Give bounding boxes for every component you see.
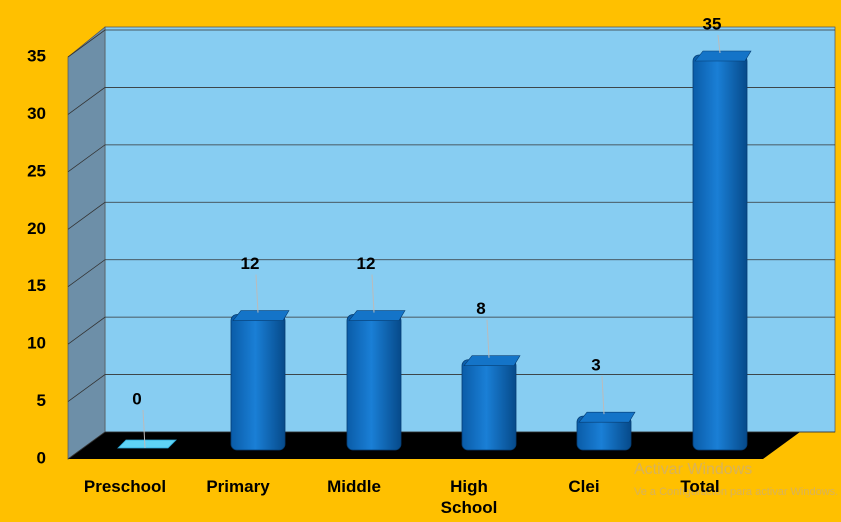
y-tick-label: 5 — [37, 391, 46, 410]
bar — [117, 439, 177, 449]
bar-top — [463, 355, 521, 367]
grid-line — [67, 144, 835, 173]
data-label: 35 — [703, 14, 722, 33]
floor — [68, 432, 800, 459]
leader-line — [486, 319, 490, 358]
y-tick-label: 25 — [27, 161, 46, 180]
bar — [230, 314, 286, 451]
data-label: 12 — [241, 254, 260, 273]
bar — [346, 314, 402, 451]
grid-line — [67, 87, 835, 115]
y-tick-label: 20 — [27, 219, 46, 238]
x-tick-label: Clei — [568, 477, 600, 496]
data-label: 3 — [591, 356, 600, 375]
bar-top — [694, 50, 752, 62]
leader-line — [717, 34, 721, 54]
watermark-title: Activar Windows — [634, 461, 752, 478]
leader-line — [371, 274, 375, 313]
y-tick-label: 10 — [27, 334, 46, 353]
grid-line — [67, 259, 835, 288]
grid-line — [67, 201, 835, 230]
bar — [692, 54, 748, 451]
bar-top — [578, 411, 636, 423]
x-tick-label: Primary — [206, 477, 270, 496]
data-label: 0 — [132, 389, 141, 408]
watermark-subtitle: Ve a Configuración para activar Windows. — [634, 486, 838, 498]
y-tick-label: 15 — [27, 276, 46, 295]
data-label: 8 — [476, 299, 485, 318]
y-tick-label: 30 — [27, 104, 46, 123]
leader-line — [255, 274, 259, 313]
bar — [461, 359, 517, 451]
leader-line — [142, 409, 146, 449]
y-tick-label: 0 — [37, 448, 46, 467]
x-tick-label: Middle — [327, 477, 381, 496]
grid-line — [67, 374, 835, 402]
x-tick-label: High School — [440, 477, 498, 517]
x-tick-label: Preschool — [83, 477, 167, 496]
x-tick-label: Total — [680, 477, 720, 496]
grid-line — [67, 316, 835, 345]
data-label: 12 — [357, 254, 376, 273]
y-tick-label: 35 — [27, 46, 46, 65]
bar-top — [348, 310, 406, 321]
grid-line — [67, 29, 835, 58]
bar-top — [232, 310, 290, 321]
leader-line — [601, 376, 605, 415]
